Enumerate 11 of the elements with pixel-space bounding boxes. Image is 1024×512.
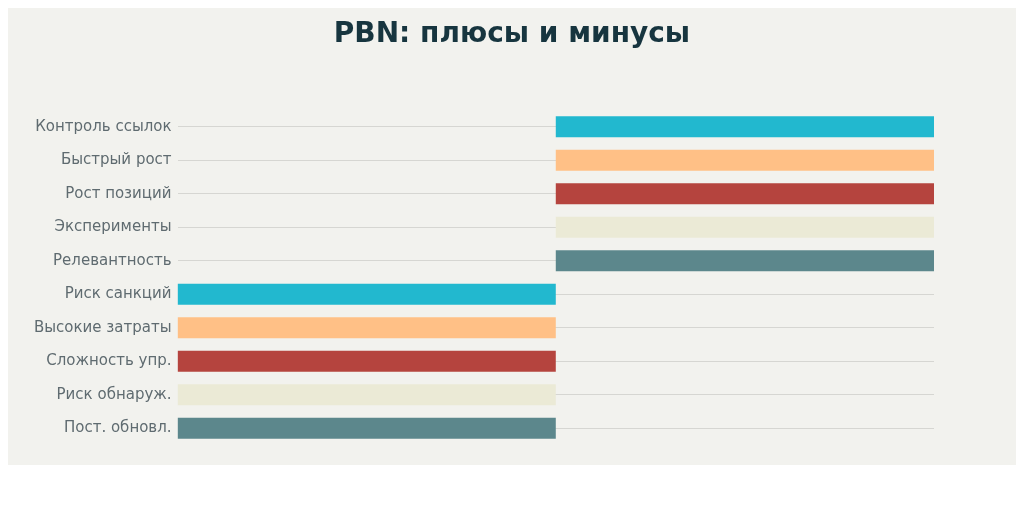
chart-title: PBN: плюсы и минусы	[332, 15, 692, 51]
y-tick-label: Рост позиций	[65, 183, 172, 202]
y-tick-label: Эксперименты	[54, 217, 172, 236]
y-tick-label: Сложность упр.	[46, 351, 172, 370]
y-tick-label: Релевантность	[53, 250, 172, 269]
y-tick-label: Контроль ссылок	[35, 116, 172, 135]
y-tick-label: Пост. обновл.	[63, 418, 172, 437]
y-tick-label: Риск обнаруж.	[56, 384, 172, 403]
y-tick-label: Высокие затраты	[33, 317, 172, 336]
y-tick-label: Быстрый рост	[60, 150, 172, 169]
y-tick-label: Риск санкций	[64, 284, 172, 303]
